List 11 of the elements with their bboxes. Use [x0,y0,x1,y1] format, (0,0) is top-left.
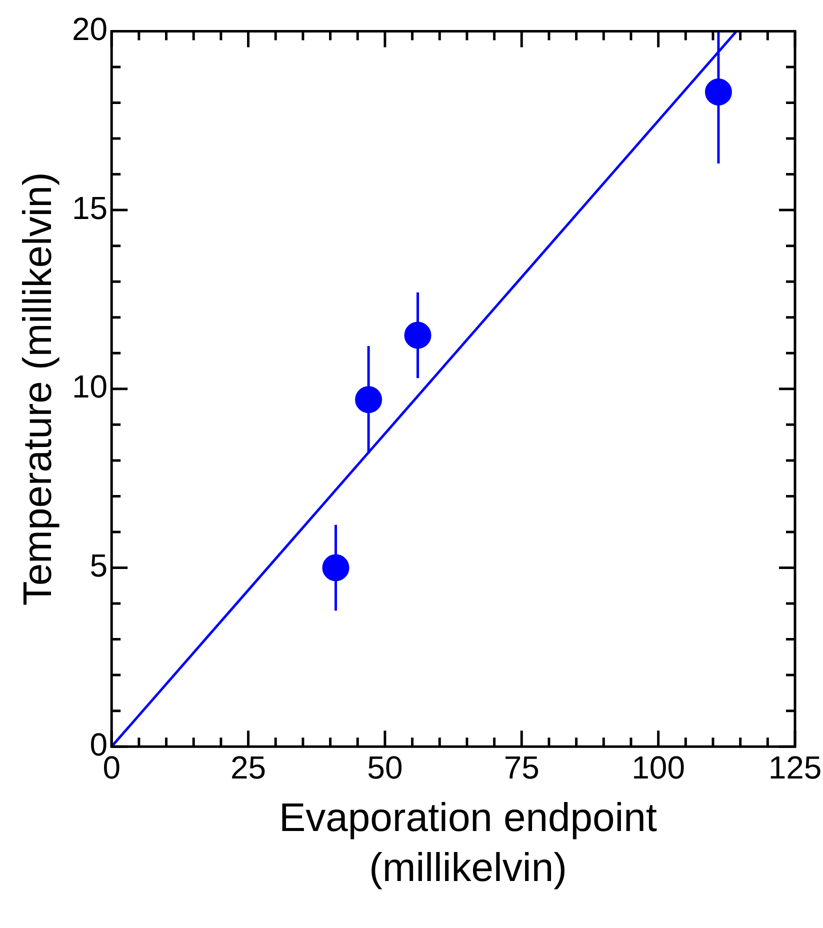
y-tick-label: 15 [72,190,108,226]
x-tick-label: 25 [230,750,266,786]
y-tick-label: 20 [72,11,108,48]
y-axis-title: Temperature (millikelvin) [16,172,60,606]
x-tick-label: 75 [504,750,540,786]
x-tick-label: 50 [367,750,403,786]
x-tick-label: 100 [632,750,686,786]
x-axis-title: Evaporation endpoint (millikelvin) [278,795,658,892]
y-tick-label: 10 [72,368,108,405]
x-tick-label: 125 [768,750,822,786]
y-tick-label: 5 [90,548,108,584]
